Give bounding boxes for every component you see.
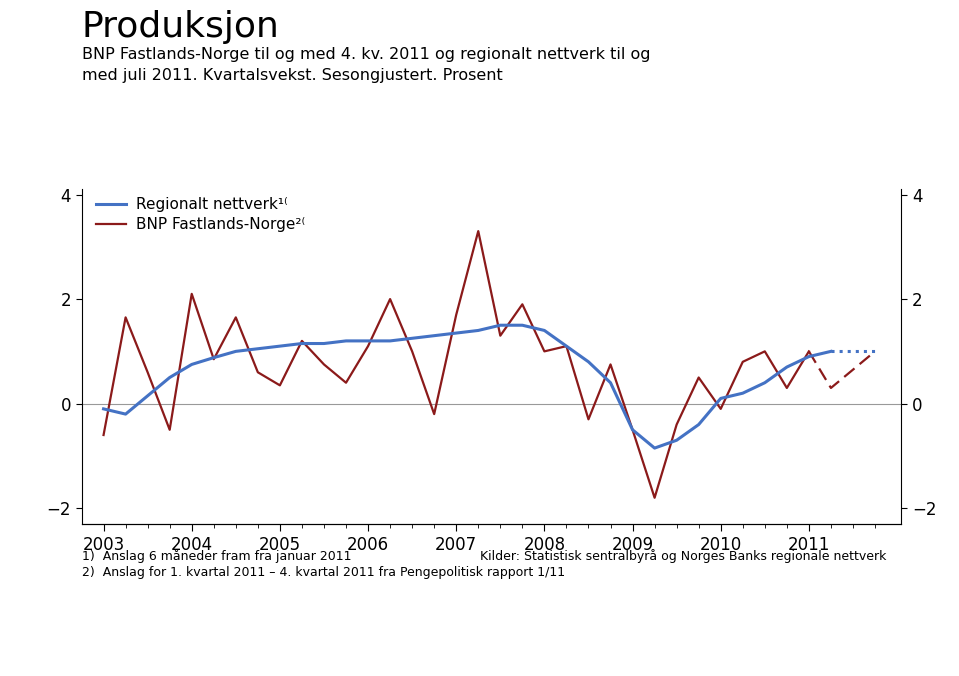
Text: Kilder: Statistisk sentralbyrå og Norges Banks regionale nettverk: Kilder: Statistisk sentralbyrå og Norges… (480, 549, 886, 563)
Text: 12: 12 (907, 643, 930, 660)
Text: Produksjon: Produksjon (82, 10, 279, 44)
Legend: Regionalt nettverk¹⁽, BNP Fastlands-Norge²⁽: Regionalt nettverk¹⁽, BNP Fastlands-Norg… (90, 191, 311, 239)
Text: BNP Fastlands-Norge til og med 4. kv. 2011 og regionalt nettverk til og
med juli: BNP Fastlands-Norge til og med 4. kv. 20… (82, 47, 650, 83)
Text: 2)  Anslag for 1. kvartal 2011 – 4. kvartal 2011 fra Pengepolitisk rapport 1/11: 2) Anslag for 1. kvartal 2011 – 4. kvart… (82, 566, 565, 579)
Text: 1)  Anslag 6 måneder fram fra januar 2011: 1) Anslag 6 måneder fram fra januar 2011 (82, 549, 351, 563)
Text: ☘NB☘  NORGES BANK: ☘NB☘ NORGES BANK (24, 643, 245, 660)
